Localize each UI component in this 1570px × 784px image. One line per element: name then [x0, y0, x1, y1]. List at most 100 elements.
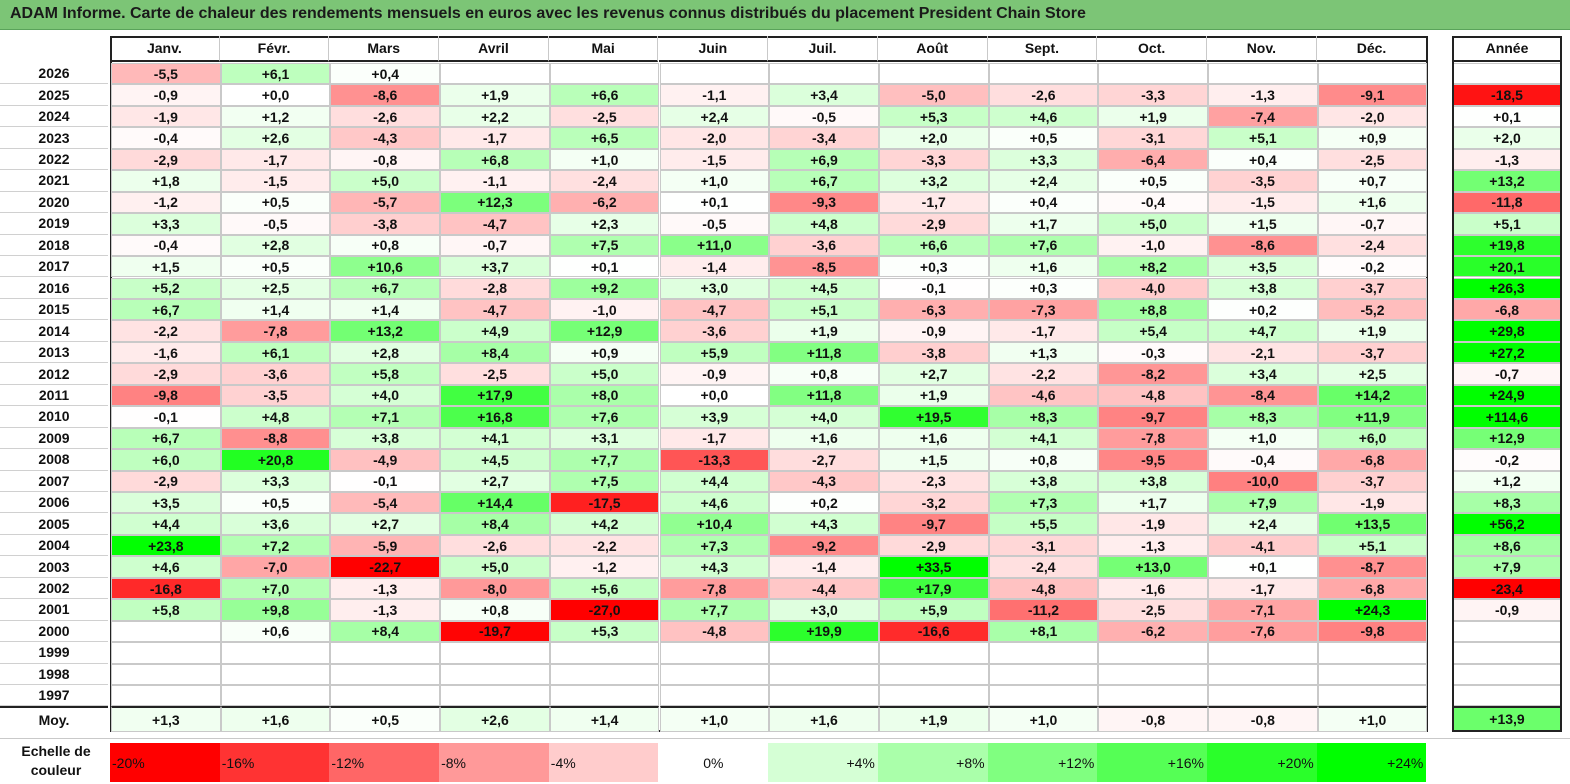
heatmap-cell: +7,6 [549, 406, 660, 428]
heatmap-cell: +8,2 [1098, 256, 1208, 278]
heatmap-cell: -7,0 [220, 556, 331, 578]
heatmap-cell: -3,5 [220, 384, 331, 407]
heatmap-cell: -9,8 [111, 384, 221, 407]
scale-swatch: -16% [219, 743, 330, 782]
heatmap-cell: +19,5 [878, 406, 989, 428]
heatmap-cell: +7,3 [988, 492, 1099, 514]
heatmap-cell: -0,1 [330, 470, 441, 492]
heatmap-cell: -2,4 [988, 556, 1099, 578]
heatmap-cell: -5,4 [330, 492, 441, 514]
heatmap-cell: -4,8 [1098, 384, 1208, 407]
heatmap-cell: +2,0 [878, 127, 989, 149]
year-label: 1998 [0, 664, 108, 686]
heatmap-cell: +5,5 [988, 513, 1099, 535]
month-header: Juin [658, 36, 769, 62]
heatmap-cell [769, 685, 879, 707]
heatmap-cell: +3,0 [769, 599, 879, 621]
heatmap-cell: +7,7 [549, 449, 660, 471]
scale-swatch: +16% [1097, 743, 1207, 782]
heatmap-cell: +3,8 [1098, 470, 1208, 492]
heatmap-cell: -2,6 [988, 84, 1099, 106]
year-label: 2021 [0, 170, 108, 192]
heatmap-cell [988, 63, 1099, 85]
heatmap-cell: +8,0 [549, 384, 660, 407]
heatmap-cell: -1,3 [1098, 534, 1208, 557]
heatmap-cell: -9,5 [1098, 449, 1208, 471]
heatmap-cell: -3,7 [1317, 341, 1428, 364]
heatmap-cell: +0,9 [549, 341, 660, 364]
heatmap-cell: -9,7 [878, 513, 989, 535]
heatmap-cell: -0,2 [1317, 256, 1428, 278]
heatmap-cell: +5,9 [659, 341, 770, 364]
average-label: Moy. [0, 706, 108, 732]
heatmap-cell: +0,2 [1208, 298, 1318, 321]
year-label: 2012 [0, 363, 108, 385]
heatmap-cell [988, 663, 1099, 686]
year-label: 2002 [0, 578, 108, 600]
year-label: 2006 [0, 492, 108, 514]
heatmap-cell: -6,8 [1317, 449, 1428, 471]
heatmap-cell: -8,4 [1208, 384, 1318, 407]
heatmap-cell: +5,1 [1208, 127, 1318, 149]
heatmap-cell: -2,2 [111, 320, 221, 342]
annual-cell: -23,4 [1454, 577, 1560, 600]
heatmap-cell: -2,6 [440, 534, 550, 557]
heatmap-cell: -1,4 [769, 556, 879, 578]
heatmap-cell: +6,7 [111, 298, 221, 321]
heatmap-cell [769, 63, 879, 85]
year-label: 2000 [0, 621, 108, 643]
heatmap-cell: -2,2 [549, 534, 660, 557]
heatmap-cell: +6,7 [111, 427, 221, 450]
heatmap-cell: -0,9 [659, 363, 770, 385]
heatmap-cell: -2,0 [659, 127, 770, 149]
heatmap-cell: -4,3 [330, 127, 441, 149]
heatmap-cell: -6,8 [1317, 577, 1428, 600]
heatmap-cell [659, 642, 770, 664]
average-cell: +2,6 [440, 706, 550, 732]
heatmap-cell: +7,1 [330, 406, 441, 428]
scale-swatch: +8% [877, 743, 988, 782]
heatmap-cell: +5,8 [111, 599, 221, 621]
heatmap-cell: -2,8 [440, 277, 550, 299]
heatmap-cell: -3,6 [220, 363, 331, 385]
heatmap-cell: +8,1 [988, 620, 1099, 643]
annual-cell: +56,2 [1454, 513, 1560, 535]
heatmap-cell: +6,0 [111, 449, 221, 471]
annual-cell: +13,2 [1454, 170, 1560, 192]
heatmap-cell: +1,4 [220, 298, 331, 321]
annual-cell: +8,3 [1454, 492, 1560, 514]
heatmap-cell: -1,7 [659, 427, 770, 450]
month-header: Janv. [110, 36, 220, 62]
heatmap-cell: +0,4 [988, 191, 1099, 214]
heatmap-cell: +0,8 [988, 449, 1099, 471]
heatmap-cell: +2,5 [1317, 363, 1428, 385]
heatmap-cell: +8,3 [988, 406, 1099, 428]
heatmap-cell: -1,9 [111, 105, 221, 128]
average-cell: -0,8 [1208, 706, 1318, 732]
heatmap-cell: +3,7 [440, 256, 550, 278]
year-label: 1997 [0, 685, 108, 707]
heatmap-cell: +4,7 [1208, 320, 1318, 342]
scale-swatch: -20% [110, 743, 220, 782]
heatmap-cell: -4,7 [440, 298, 550, 321]
annual-cell: +0,1 [1454, 105, 1560, 128]
heatmap-cell: -6,2 [1098, 620, 1208, 643]
year-label: 2018 [0, 235, 108, 257]
annual-cell: -0,2 [1454, 449, 1560, 471]
heatmap-cell: +14,4 [440, 492, 550, 514]
heatmap-cell: +0,8 [769, 363, 879, 385]
heatmap-cell: +1,5 [1208, 213, 1318, 235]
heatmap-cell [1208, 685, 1318, 707]
year-label: 2003 [0, 556, 108, 578]
scale-swatch: +4% [768, 743, 878, 782]
heatmap-cell: -5,5 [111, 63, 221, 85]
heatmap-cell [111, 663, 221, 686]
heatmap-cell: -8,0 [440, 577, 550, 600]
heatmap-cell: -4,4 [769, 577, 879, 600]
heatmap-cell: -2,9 [878, 534, 989, 557]
heatmap-cell: -11,2 [988, 599, 1099, 621]
heatmap-cell [330, 685, 441, 707]
heatmap-cell: +7,9 [1208, 492, 1318, 514]
average-cell: -0,8 [1098, 706, 1208, 732]
annual-cell: +114,6 [1454, 406, 1560, 428]
